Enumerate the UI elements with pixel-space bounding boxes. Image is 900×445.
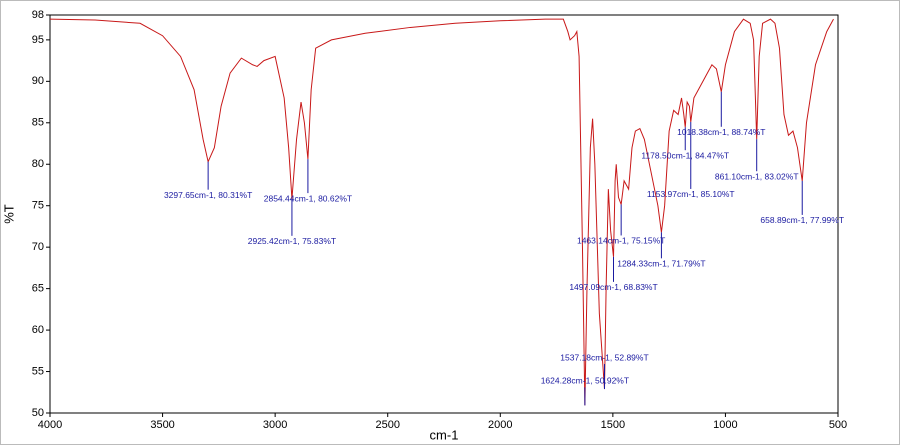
peak-label: 2854.44cm-1, 80.62%T bbox=[264, 193, 352, 203]
y-tick-label: 70 bbox=[32, 241, 44, 253]
peak-label: 1284.33cm-1, 71.79%T bbox=[617, 259, 705, 269]
peak-label: 1463.14cm-1, 75.15%T bbox=[577, 236, 665, 246]
peak-label: 1537.18cm-1, 52.89%T bbox=[560, 352, 648, 362]
y-tick-label: 95 bbox=[32, 34, 44, 46]
peak-label: 1153.97cm-1, 85.10%T bbox=[647, 189, 735, 199]
y-tick-label: 90 bbox=[32, 75, 44, 87]
y-tick-label: 65 bbox=[32, 283, 44, 295]
y-tick-label: 98 bbox=[32, 9, 44, 21]
x-tick-label: 3000 bbox=[263, 419, 287, 431]
peak-label: 1624.28cm-1, 50.92%T bbox=[541, 376, 629, 386]
y-tick-label: 60 bbox=[32, 324, 44, 336]
y-tick-label: 80 bbox=[32, 158, 44, 170]
x-tick-label: 3500 bbox=[150, 419, 174, 431]
x-tick-label: 4000 bbox=[38, 419, 62, 431]
x-tick-label: 1000 bbox=[713, 419, 737, 431]
x-tick-label: 2000 bbox=[488, 419, 512, 431]
peak-label: 1497.09cm-1, 68.83%T bbox=[569, 282, 657, 292]
x-axis-label: cm-1 bbox=[430, 427, 459, 442]
plot-area bbox=[49, 14, 839, 414]
x-tick-label: 1500 bbox=[601, 419, 625, 431]
peak-label: 3297.65cm-1, 80.31%T bbox=[164, 190, 252, 200]
peak-label: 1018.38cm-1, 88.74%T bbox=[677, 127, 765, 137]
peak-label: 658.89cm-1, 77.99%T bbox=[760, 215, 844, 225]
y-tick-label: 50 bbox=[32, 407, 44, 419]
y-tick-label: 85 bbox=[32, 117, 44, 129]
y-tick-label: 75 bbox=[32, 200, 44, 212]
x-tick-label: 2500 bbox=[375, 419, 399, 431]
peak-label: 2925.42cm-1, 75.83%T bbox=[248, 236, 336, 246]
peak-label: 861.10cm-1, 83.02%T bbox=[715, 171, 799, 181]
peak-label: 1178.50cm-1, 84.47%T bbox=[641, 150, 729, 160]
x-tick-label: 500 bbox=[829, 419, 847, 431]
y-tick-label: 55 bbox=[32, 365, 44, 377]
y-axis-label: %T bbox=[1, 204, 16, 224]
